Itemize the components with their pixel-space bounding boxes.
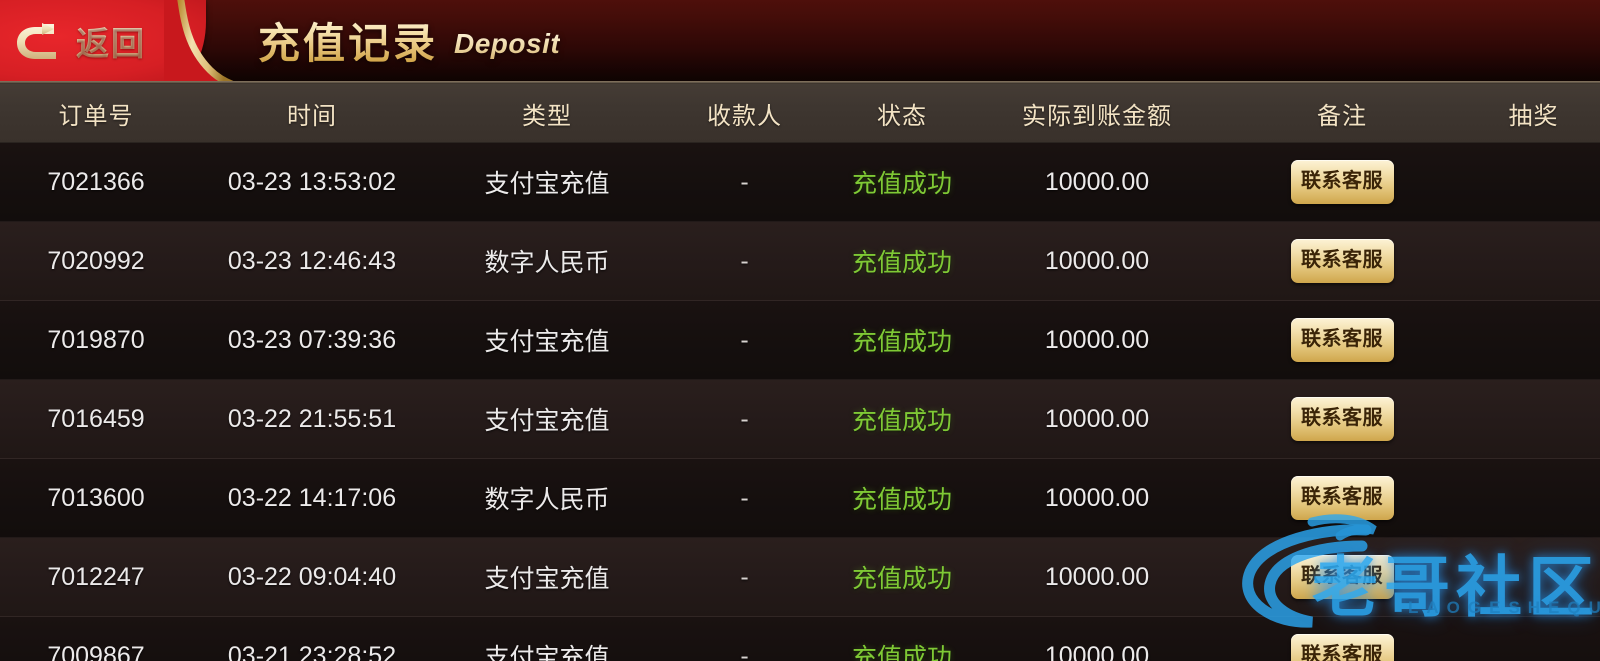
cell-payee: - bbox=[740, 167, 749, 196]
cell-type: 支付宝充值 bbox=[484, 565, 610, 593]
undo-arrow-icon bbox=[17, 22, 56, 59]
cell-type: 支付宝充值 bbox=[484, 170, 610, 198]
tab-gold-edge-icon bbox=[164, 0, 234, 84]
cell-payee: - bbox=[740, 246, 749, 275]
deposit-records-table: 订单号 时间 类型 收款人 状态 实际到账金额 备注 抽奖 7021366 03-… bbox=[0, 84, 1600, 661]
cell-status: 充值成功 bbox=[851, 407, 952, 435]
table-header-row: 订单号 时间 类型 收款人 状态 实际到账金额 备注 抽奖 bbox=[0, 84, 1600, 143]
column-header-amount: 实际到账金额 bbox=[1022, 102, 1172, 130]
column-header-status: 状态 bbox=[877, 102, 927, 130]
cell-order-no: 7021366 bbox=[47, 167, 145, 196]
table-row[interactable]: 7019870 03-23 07:39:36 支付宝充值 - 充值成功 10000.00 联… bbox=[0, 301, 1600, 380]
column-header-remark: 备注 bbox=[1317, 102, 1367, 130]
contact-support-button[interactable]: 联系客服 bbox=[1290, 634, 1394, 661]
cell-order-no: 7012247 bbox=[47, 562, 145, 591]
app-header: 返回 充值记录 Deposit bbox=[0, 0, 1600, 84]
cell-status: 充值成功 bbox=[851, 170, 952, 198]
cell-payee: - bbox=[740, 325, 749, 354]
cell-remark: 联系客服 bbox=[1217, 555, 1467, 599]
back-button-content: 返回 bbox=[16, 0, 146, 81]
table-row[interactable]: 7012247 03-22 09:04:40 支付宝充值 - 充值成功 10000.00 联… bbox=[0, 538, 1600, 617]
cell-time: 03-22 21:55:51 bbox=[227, 404, 397, 433]
cell-status: 充值成功 bbox=[851, 565, 952, 593]
cell-type: 支付宝充值 bbox=[484, 644, 610, 661]
column-header-lucky-draw: 抽奖 bbox=[1508, 102, 1559, 130]
contact-support-button[interactable]: 联系客服 bbox=[1290, 476, 1394, 520]
cell-payee: - bbox=[740, 562, 749, 591]
back-button[interactable]: 返回 bbox=[0, 0, 234, 84]
table-row[interactable]: 7016459 03-22 21:55:51 支付宝充值 - 充值成功 10000.00 联… bbox=[0, 380, 1600, 459]
back-button-label: 返回 bbox=[76, 17, 146, 65]
cell-remark: 联系客服 bbox=[1217, 476, 1467, 520]
cell-remark: 联系客服 bbox=[1217, 160, 1467, 204]
table-body: 7021366 03-23 13:53:02 支付宝充值 - 充值成功 10000.00 联… bbox=[0, 143, 1600, 661]
cell-amount: 10000.00 bbox=[1044, 641, 1150, 661]
column-header-type: 类型 bbox=[522, 102, 572, 130]
cell-time: 03-23 12:46:43 bbox=[227, 246, 397, 275]
cell-amount: 10000.00 bbox=[1044, 167, 1150, 196]
cell-time: 03-21 23:28:52 bbox=[227, 641, 397, 661]
table-row[interactable]: 7013600 03-22 14:17:06 数字人民币 - 充值成功 10000.00 联… bbox=[0, 459, 1600, 538]
cell-amount: 10000.00 bbox=[1044, 483, 1150, 512]
cell-order-no: 7013600 bbox=[47, 483, 145, 512]
cell-order-no: 7016459 bbox=[47, 404, 145, 433]
table-row[interactable]: 7020992 03-23 12:46:43 数字人民币 - 充值成功 10000.00 联… bbox=[0, 222, 1600, 301]
cell-amount: 10000.00 bbox=[1044, 246, 1150, 275]
contact-support-button[interactable]: 联系客服 bbox=[1290, 160, 1394, 204]
cell-remark: 联系客服 bbox=[1217, 634, 1467, 661]
cell-order-no: 7020992 bbox=[47, 246, 145, 275]
cell-type: 数字人民币 bbox=[484, 486, 610, 514]
cell-order-no: 7009867 bbox=[47, 641, 145, 661]
cell-status: 充值成功 bbox=[851, 328, 952, 356]
cell-remark: 联系客服 bbox=[1217, 239, 1467, 283]
page-title-zone: 充值记录 Deposit bbox=[258, 0, 560, 81]
cell-type: 支付宝充值 bbox=[484, 407, 610, 435]
column-header-payee: 收款人 bbox=[707, 102, 782, 130]
cell-order-no: 7019870 bbox=[47, 325, 145, 354]
cell-amount: 10000.00 bbox=[1044, 325, 1150, 354]
cell-payee: - bbox=[740, 483, 749, 512]
cell-amount: 10000.00 bbox=[1044, 404, 1150, 433]
cell-remark: 联系客服 bbox=[1217, 318, 1467, 362]
column-header-time: 时间 bbox=[287, 102, 337, 130]
cell-status: 充值成功 bbox=[851, 249, 952, 277]
table-row[interactable]: 7009867 03-21 23:28:52 支付宝充值 - 充值成功 10000.00 联… bbox=[0, 617, 1600, 661]
cell-amount: 10000.00 bbox=[1044, 562, 1150, 591]
contact-support-button[interactable]: 联系客服 bbox=[1290, 318, 1394, 362]
cell-payee: - bbox=[740, 404, 749, 433]
cell-type: 数字人民币 bbox=[484, 249, 610, 277]
cell-status: 充值成功 bbox=[851, 486, 952, 514]
cell-time: 03-23 07:39:36 bbox=[227, 325, 397, 354]
cell-time: 03-23 13:53:02 bbox=[227, 167, 397, 196]
cell-time: 03-22 14:17:06 bbox=[227, 483, 397, 512]
column-header-order-no: 订单号 bbox=[58, 102, 134, 130]
page-subtitle: Deposit bbox=[454, 27, 561, 59]
cell-time: 03-22 09:04:40 bbox=[227, 562, 397, 591]
contact-support-button[interactable]: 联系客服 bbox=[1290, 555, 1394, 599]
contact-support-button[interactable]: 联系客服 bbox=[1290, 239, 1394, 283]
page-title: 充值记录 bbox=[258, 10, 438, 71]
contact-support-button[interactable]: 联系客服 bbox=[1290, 397, 1394, 441]
cell-payee: - bbox=[740, 641, 749, 661]
cell-remark: 联系客服 bbox=[1217, 397, 1467, 441]
cell-status: 充值成功 bbox=[851, 644, 952, 661]
cell-type: 支付宝充值 bbox=[484, 328, 610, 356]
table-row[interactable]: 7021366 03-23 13:53:02 支付宝充值 - 充值成功 10000.00 联… bbox=[0, 143, 1600, 222]
